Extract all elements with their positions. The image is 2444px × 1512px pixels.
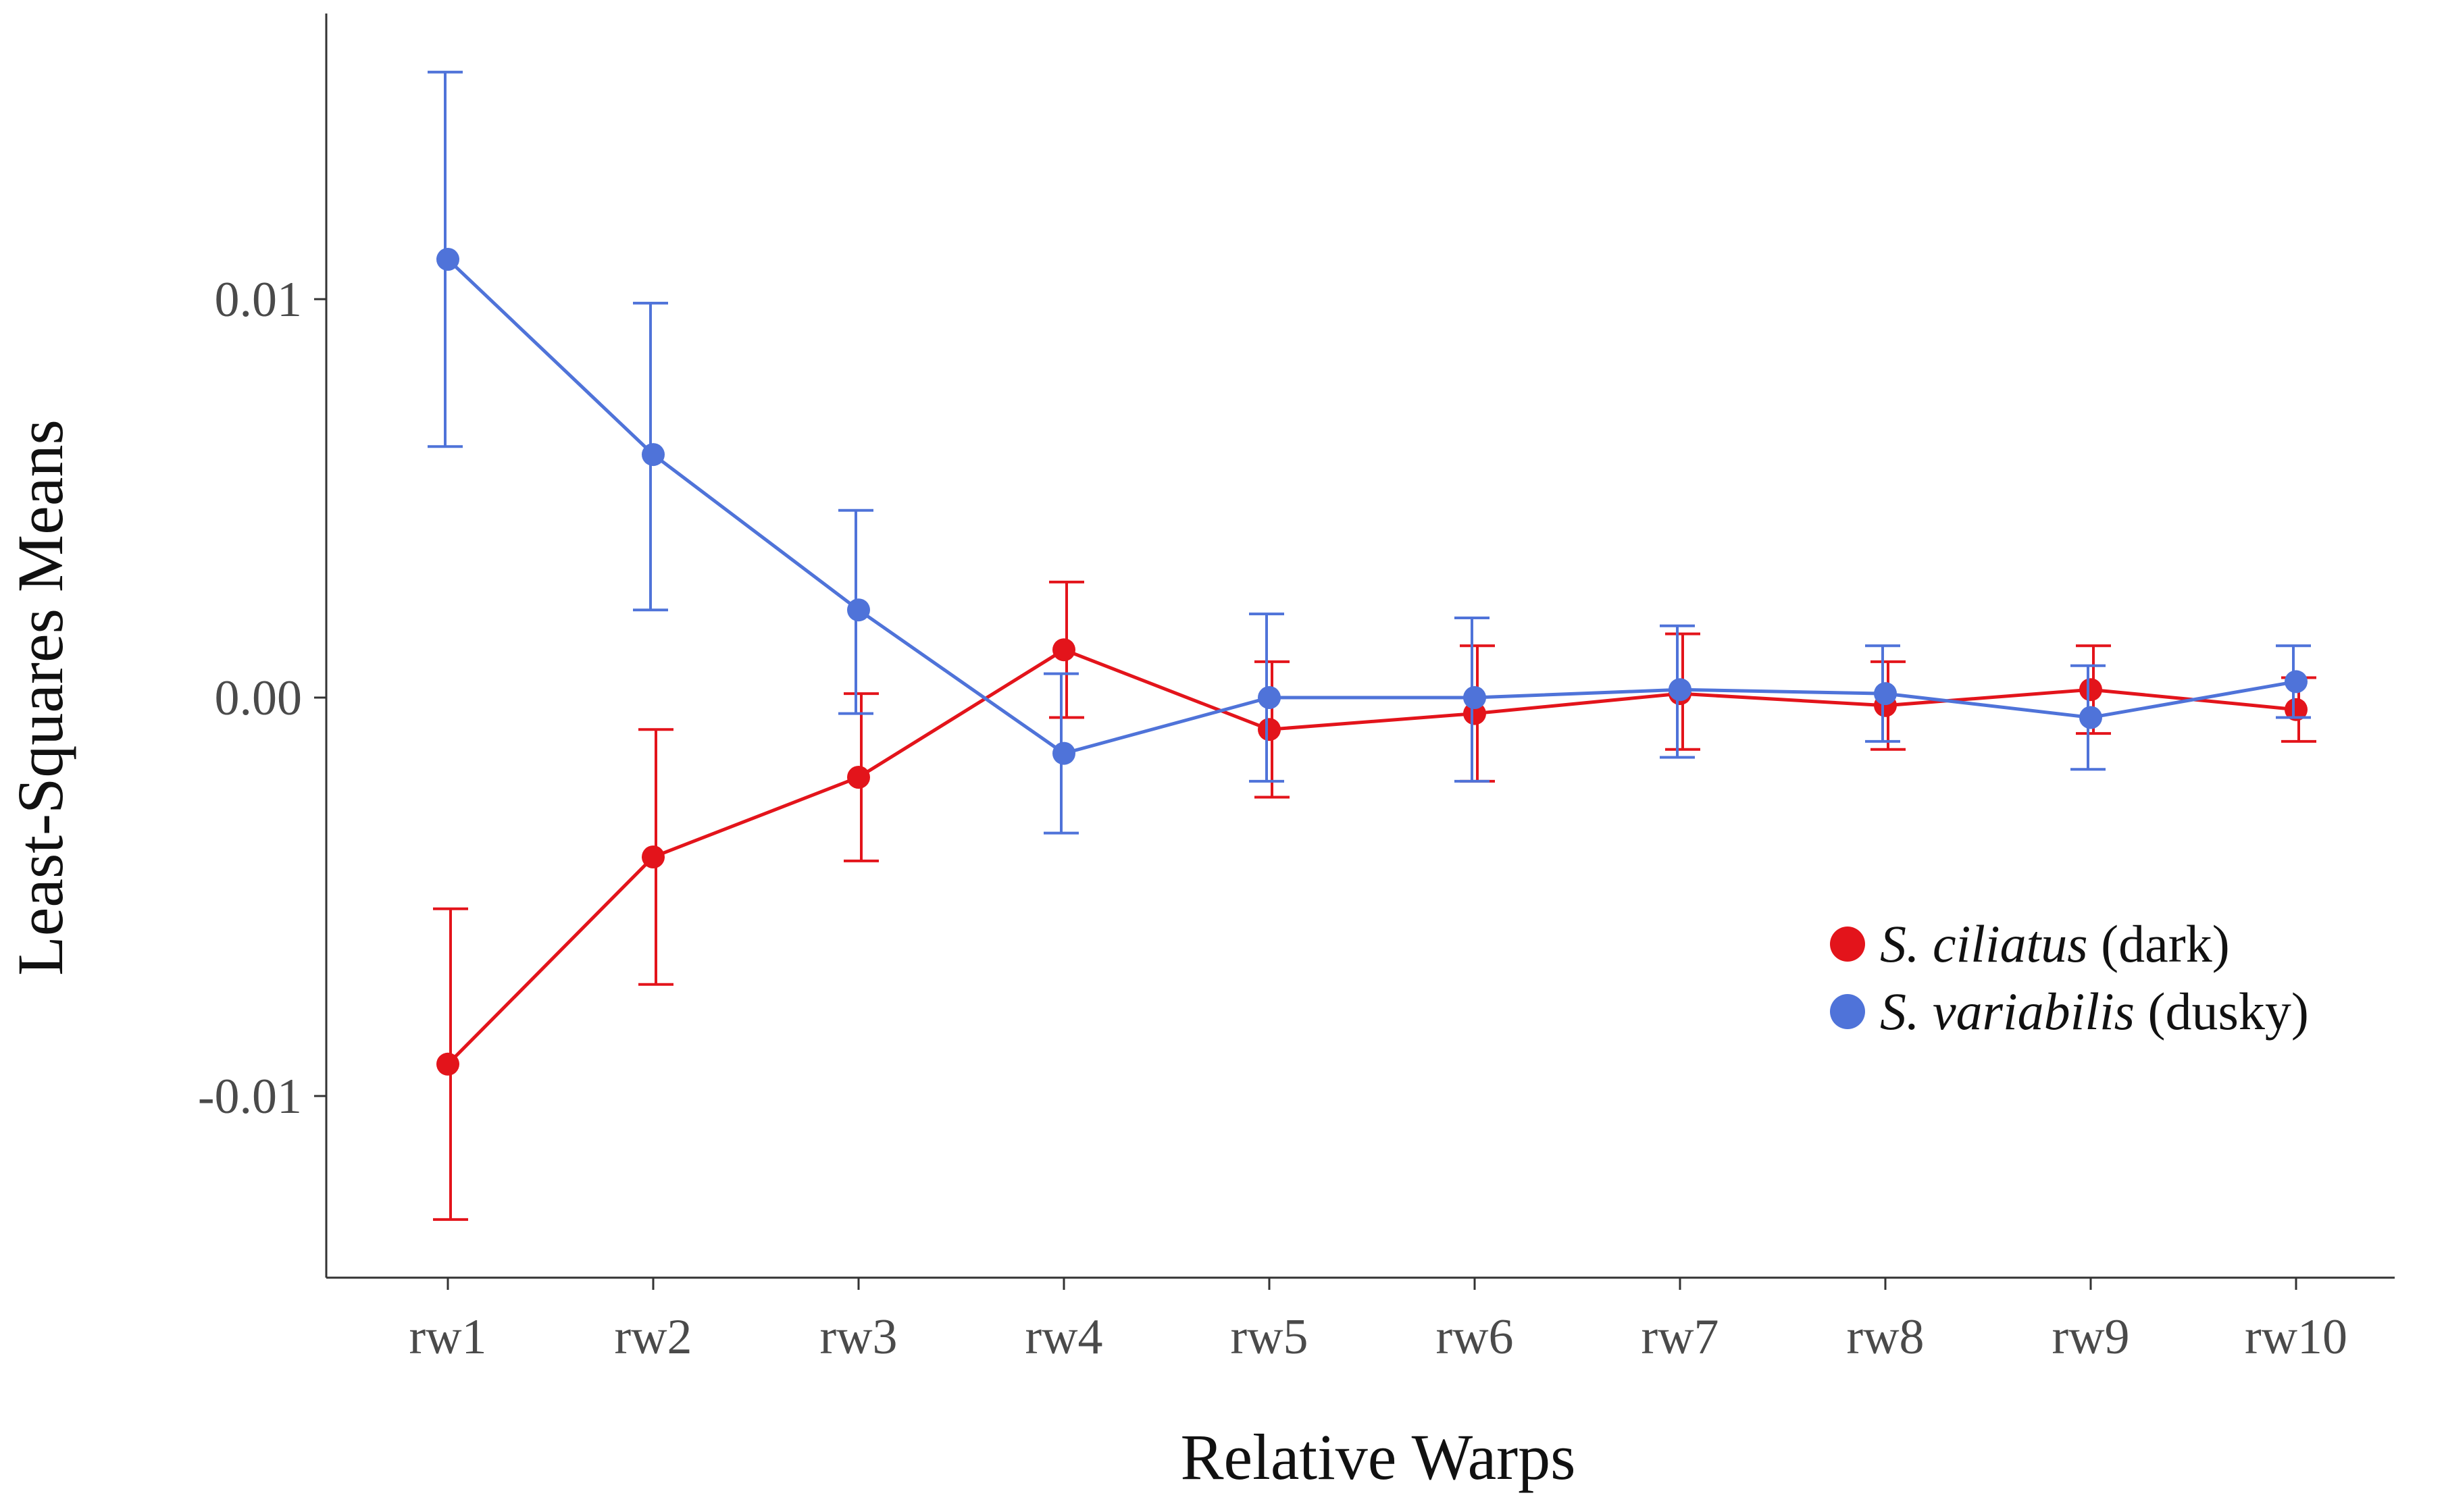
- data-point-rw7: [1669, 678, 1691, 702]
- data-point-rw8: [1874, 682, 1897, 706]
- legend-suffix: (dark): [2088, 914, 2230, 973]
- series-layer: [428, 70, 2316, 1221]
- legend-marker: [1830, 994, 1865, 1029]
- legend-species: S. ciliatus: [1880, 914, 2088, 973]
- x-axis-title: Relative Warps: [1181, 1421, 1576, 1493]
- data-point-rw9: [2079, 678, 2102, 702]
- data-point-rw4: [1052, 741, 1075, 765]
- data-point-rw5: [1258, 718, 1281, 741]
- y-tick-label: 0.01: [215, 272, 303, 328]
- x-tick-label-rw5: rw5: [1230, 1309, 1308, 1365]
- data-point-rw6: [1463, 686, 1486, 709]
- series-line: [447, 648, 2297, 1066]
- x-tick-label-rw9: rw9: [2052, 1309, 2129, 1365]
- x-tick-label-rw8: rw8: [1846, 1309, 1924, 1365]
- legend-label: S. variabilis (dusky): [1880, 982, 2309, 1041]
- axes: [325, 14, 2395, 1279]
- x-tick-label-rw7: rw7: [1641, 1309, 1719, 1365]
- x-tick-label-rw6: rw6: [1435, 1309, 1513, 1365]
- data-point-rw3: [847, 766, 870, 789]
- y-tick-label: 0.00: [215, 671, 303, 726]
- x-tick-label-rw3: rw3: [819, 1309, 897, 1365]
- x-ticks: rw1 rw2 rw3 rw4 rw5 rw6 rw7 rw8 rw9 rw10: [409, 1278, 2347, 1365]
- y-tick-label: -0.01: [198, 1069, 302, 1124]
- data-point-rw9: [2079, 706, 2102, 729]
- x-tick-label-rw1: rw1: [409, 1309, 486, 1365]
- data-point-rw1: [436, 1052, 459, 1076]
- data-point-rw2: [642, 443, 665, 467]
- legend: S. ciliatus (dark) S. variabilis (dusky): [1830, 914, 2309, 1041]
- series-line: [447, 258, 2297, 756]
- legend-item-1: S. ciliatus (dark): [1830, 914, 2230, 973]
- x-tick-label-rw4: rw4: [1025, 1309, 1102, 1365]
- series-2: [428, 70, 2311, 835]
- legend-suffix: (dusky): [2135, 982, 2309, 1041]
- x-tick-label-rw10: rw10: [2245, 1309, 2347, 1365]
- data-point-rw4: [1052, 638, 1075, 662]
- x-tick-label-rw2: rw2: [614, 1309, 692, 1365]
- legend-item-2: S. variabilis (dusky): [1830, 982, 2309, 1041]
- data-point-rw1: [436, 248, 459, 271]
- y-ticks: 0.01 0.00 -0.01: [198, 272, 326, 1124]
- series-1: [433, 580, 2316, 1221]
- data-point-rw6: [1463, 702, 1486, 725]
- data-point-rw2: [642, 845, 665, 868]
- y-axis-title: Least-Squares Means: [4, 419, 76, 976]
- legend-marker: [1830, 927, 1865, 962]
- legend-species: S. variabilis: [1880, 982, 2135, 1041]
- legend-label: S. ciliatus (dark): [1880, 914, 2230, 973]
- data-point-rw10: [2285, 670, 2308, 694]
- data-point-rw5: [1258, 686, 1281, 709]
- data-point-rw10: [2285, 698, 2308, 721]
- data-point-rw3: [847, 598, 870, 622]
